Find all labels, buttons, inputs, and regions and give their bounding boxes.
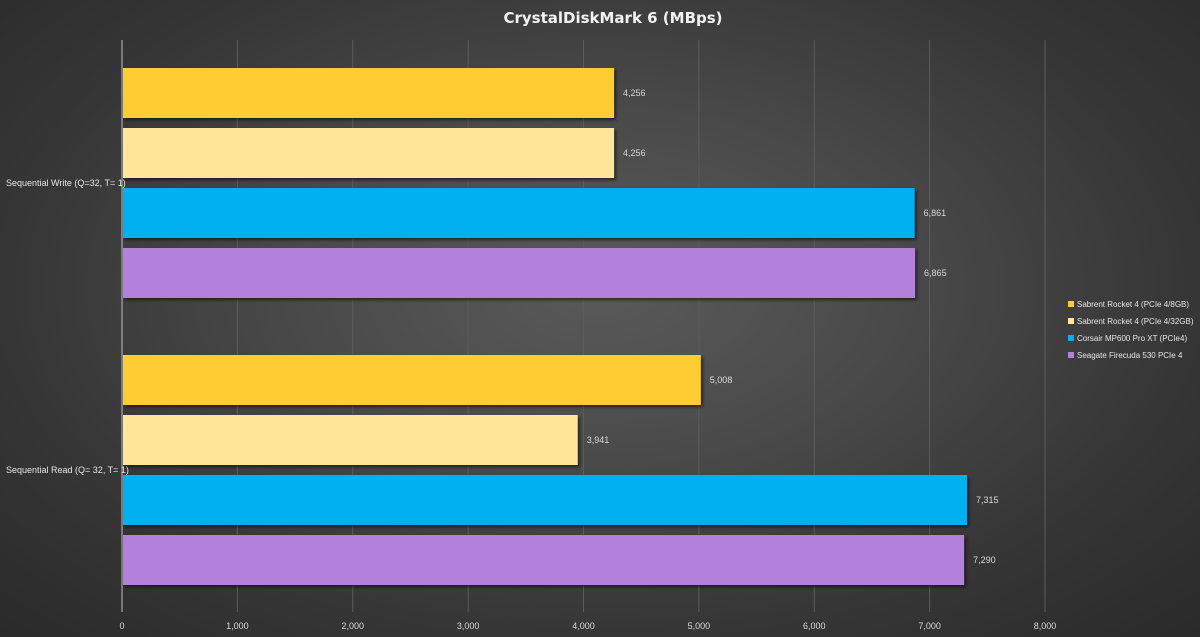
data-label: 6,865 [924, 268, 947, 278]
legend-swatch [1068, 352, 1074, 358]
data-label: 7,315 [976, 495, 999, 505]
legend-swatch [1068, 301, 1074, 307]
x-tick-label: 1,000 [226, 621, 249, 631]
category-label: Sequential Write (Q=32, T= 1) [6, 178, 126, 188]
data-label: 5,008 [710, 375, 733, 385]
data-label: 7,290 [973, 555, 996, 565]
bar [123, 415, 578, 465]
data-label: 3,941 [587, 435, 610, 445]
bar [123, 68, 615, 118]
category-labels: Sequential Write (Q=32, T= 1) Sequential … [6, 178, 129, 475]
bar [123, 355, 701, 405]
gridlines [121, 40, 1046, 612]
bar [123, 248, 916, 298]
data-label: 6,861 [924, 208, 947, 218]
x-tick-label: 8,000 [1034, 621, 1057, 631]
x-axis-ticks: 0 1,000 2,000 3,000 4,000 5,000 6,000 7,000 8,00… [119, 621, 1056, 631]
x-tick-label: 2,000 [341, 621, 364, 631]
bar [123, 535, 965, 585]
bar [123, 188, 915, 238]
legend-swatch [1068, 318, 1074, 324]
bar [123, 475, 967, 525]
legend-swatch [1068, 335, 1074, 341]
x-tick-label: 6,000 [803, 621, 826, 631]
legend-label: Seagate Firecuda 530 PCIe 4 [1077, 351, 1183, 360]
x-tick-label: 3,000 [457, 621, 480, 631]
legend: Sabrent Rocket 4 (PCIe 4/8GB) Sabrent Roc… [1068, 300, 1194, 360]
chart-title: CrystalDiskMark 6 (MBps) [503, 9, 722, 27]
x-tick-label: 7,000 [918, 621, 941, 631]
category-label: Sequential Read (Q= 32, T= 1) [6, 465, 129, 475]
x-tick-label: 5,000 [688, 621, 711, 631]
legend-label: Corsair MP600 Pro XT (PCIe4) [1077, 334, 1187, 343]
bar [123, 128, 615, 178]
x-tick-label: 0 [119, 621, 124, 631]
legend-label: Sabrent Rocket 4 (PCIe 4/8GB) [1077, 300, 1189, 309]
data-label: 4,256 [623, 88, 646, 98]
legend-label: Sabrent Rocket 4 (PCIe 4/32GB) [1077, 317, 1194, 326]
x-tick-label: 4,000 [572, 621, 595, 631]
bars: 4,256 4,256 6,861 6,865 5,008 3,941 7,315 7,290 [123, 68, 998, 585]
data-label: 4,256 [623, 148, 646, 158]
